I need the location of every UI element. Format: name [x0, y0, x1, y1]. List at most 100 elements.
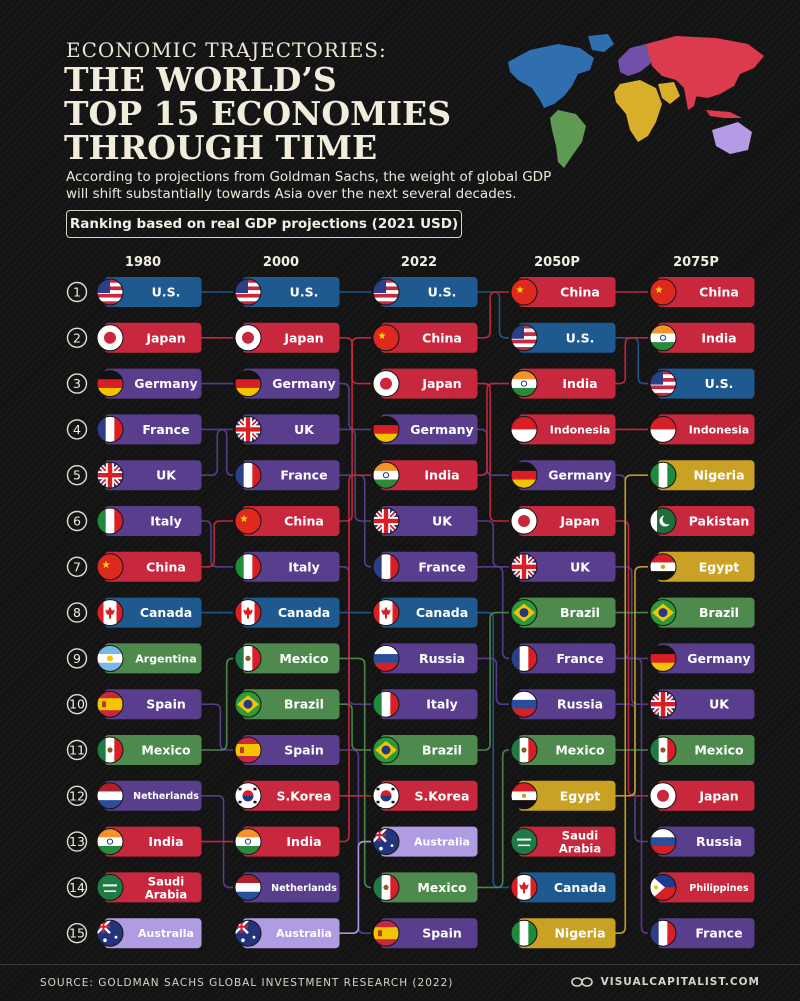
country-cell-2050p-saudi-arabia: Saudi Arabia	[510, 826, 616, 857]
country-box	[242, 277, 340, 307]
country-label: India	[701, 330, 736, 345]
connector-india	[477, 382, 509, 476]
rank-number: 14	[69, 880, 85, 895]
country-label: France	[280, 468, 327, 483]
country-box	[380, 872, 478, 903]
country-box	[242, 689, 340, 720]
country-box	[242, 780, 340, 811]
map-middle-east	[658, 82, 680, 104]
rank-number: 2	[73, 330, 81, 345]
country-cell-2075p-germany: Germany	[649, 643, 755, 674]
country-label: Brazil	[422, 743, 462, 758]
year-header-2022: 2022	[401, 255, 437, 270]
country-cell-2075p-u-s: U.S.	[649, 368, 755, 399]
country-label: Spain	[422, 926, 462, 941]
country-label: Mexico	[694, 743, 744, 758]
country-box	[380, 826, 478, 857]
country-box	[518, 551, 616, 582]
connector-egypt	[615, 566, 648, 797]
country-label: China	[146, 559, 186, 574]
rank-marker: 10	[66, 694, 88, 715]
country-box	[657, 918, 755, 949]
country-box	[657, 780, 755, 811]
country-label: Saudi Arabia	[559, 829, 601, 856]
connector-italy	[201, 520, 233, 568]
country-box	[657, 735, 755, 765]
rank-marker: 14	[66, 877, 88, 898]
country-label: Brazil	[699, 605, 739, 620]
country-label: India	[286, 834, 321, 849]
country-cell-2022-canada: Canada	[372, 597, 478, 628]
year-header-2000: 2000	[263, 255, 299, 270]
country-box	[380, 277, 478, 307]
country-label: U.S.	[566, 330, 595, 345]
subtitle-line-1: According to projections from Goldman Sa…	[66, 169, 552, 185]
country-label: Germany	[410, 422, 473, 437]
country-cell-2000-uk: UK	[234, 414, 340, 445]
country-box	[657, 826, 755, 857]
country-label: Spain	[146, 697, 186, 712]
map-asia	[646, 36, 764, 98]
country-box	[104, 551, 202, 582]
country-box	[657, 277, 755, 307]
country-label: Nigeria	[693, 468, 744, 483]
country-box	[242, 735, 340, 765]
country-box	[104, 414, 202, 445]
country-cell-2022-france: France	[372, 551, 478, 582]
country-box	[518, 643, 616, 674]
country-cell-2075p-india: India	[649, 322, 755, 353]
rank-marker: 12	[66, 785, 88, 806]
connector-brazil	[339, 703, 371, 751]
country-box	[657, 872, 755, 903]
country-label: France	[695, 926, 742, 941]
country-box	[657, 551, 755, 582]
country-cell-2000-germany: Germany	[234, 368, 340, 399]
country-cell-1980-japan: Japan	[96, 322, 202, 353]
svg-text:★: ★	[516, 285, 525, 296]
connector-russia	[615, 703, 648, 843]
country-cell-2000-s-korea: S.Korea	[234, 780, 340, 811]
country-cell-2075p-philippines: Philippines	[649, 872, 755, 903]
country-label: Italy	[150, 514, 182, 529]
country-box	[518, 414, 616, 445]
country-cell-2000-spain: Spain	[234, 735, 340, 765]
country-label: Canada	[416, 605, 468, 620]
country-cell-1980-austraila: Austraila	[96, 918, 202, 949]
country-label: Austraila	[138, 927, 194, 940]
rank-marker: 6	[66, 510, 88, 532]
map-north-america	[508, 44, 594, 108]
country-box	[104, 322, 202, 353]
country-label: China	[422, 330, 462, 345]
rank-number: 3	[73, 376, 81, 391]
country-box	[380, 689, 478, 720]
country-box	[657, 460, 755, 491]
connector-brazil	[477, 611, 509, 751]
country-cell-1980-germany: Germany	[96, 368, 202, 399]
country-cell-2000-china: ★ China	[234, 506, 340, 536]
country-box	[104, 277, 202, 307]
connector-china	[477, 291, 509, 339]
country-label: Mexico	[555, 743, 605, 758]
brand: VISUALCAPITALIST.COM	[570, 976, 760, 988]
country-label: Netherlands	[271, 883, 337, 894]
country-cell-2050p-china: ★ China	[510, 277, 616, 307]
country-label: Australia	[276, 927, 332, 940]
country-box	[380, 735, 478, 765]
connector-uk	[201, 428, 233, 476]
country-cell-1980-canada: Canada	[96, 597, 202, 628]
country-cell-1980-france: France	[96, 414, 202, 445]
country-cell-1980-italy: Italy	[96, 506, 202, 536]
country-label: Germany	[272, 376, 335, 391]
country-label: Japan	[698, 788, 738, 803]
country-label: Spain	[284, 743, 324, 758]
year-header-2050p: 2050P	[534, 255, 580, 270]
connector-japan	[339, 337, 371, 385]
country-cell-2050p-nigeria: Nigeria	[510, 918, 616, 949]
country-label: Egypt	[699, 559, 740, 574]
country-cell-2075p-pakistan: Pakistan	[649, 506, 755, 536]
country-box	[518, 780, 616, 811]
country-label: Argentina	[135, 652, 196, 665]
country-label: Germany	[548, 468, 611, 483]
kicker: ECONOMIC TRAJECTORIES:	[66, 38, 387, 62]
country-cell-2050p-russia: Russia	[510, 689, 616, 720]
